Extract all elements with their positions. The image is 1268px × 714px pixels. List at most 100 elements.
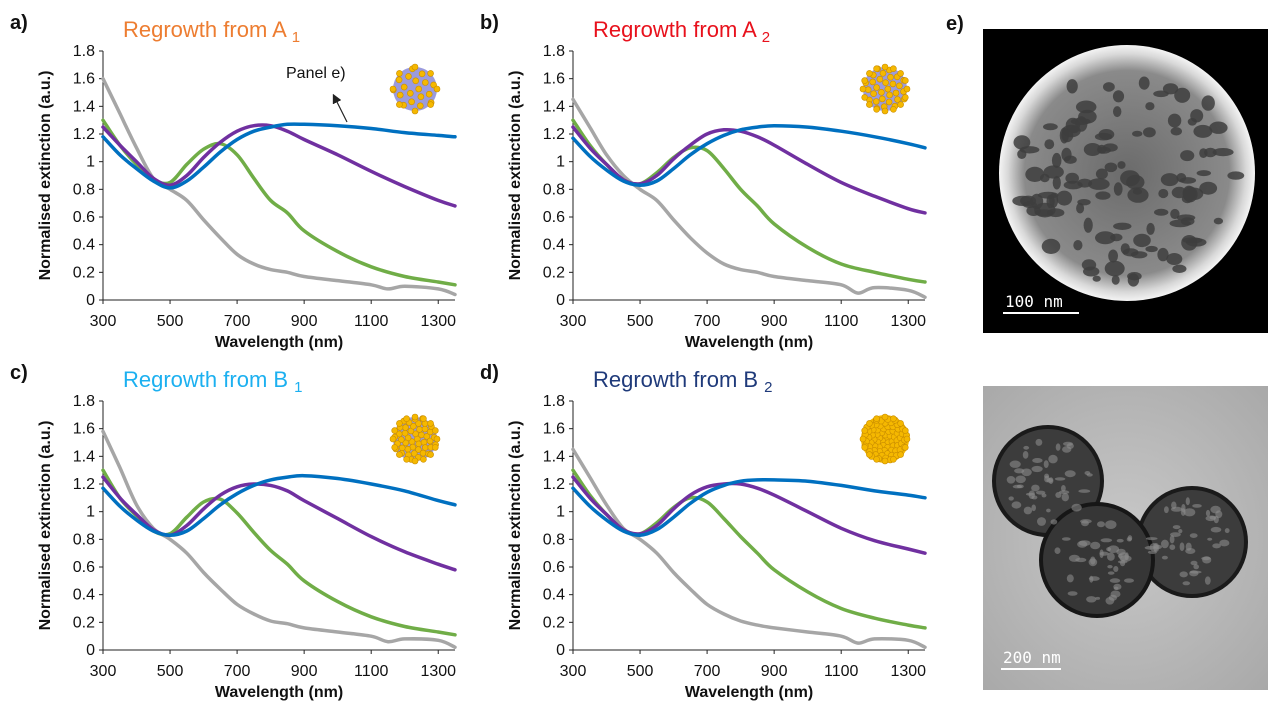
gold-seed-dot [897, 101, 904, 108]
y-tick-label: 1 [86, 154, 95, 171]
tem-texture-patch [1041, 493, 1047, 498]
tem-texture-patch [1009, 460, 1021, 468]
series-line-green [571, 468, 927, 630]
gold-seed-dot [402, 439, 410, 447]
tem-texture-patch [1204, 576, 1211, 585]
tem-texture-patch [1090, 541, 1101, 550]
gold-seed-dot [427, 101, 434, 108]
gold-seed-dot [861, 94, 869, 101]
tem-texture-patch [1023, 445, 1030, 450]
tem-texture-patch [1078, 540, 1091, 546]
gold-seed-dot [412, 77, 420, 85]
panel-title: Regrowth from A 1 [123, 17, 300, 46]
tem-texture-patch [1210, 526, 1222, 533]
particle-core [393, 67, 437, 111]
gold-seed-dot [873, 455, 880, 463]
gold-seed-dot [870, 90, 877, 97]
x-tick-label: 500 [627, 663, 654, 680]
tem-texture-patch [1086, 473, 1093, 477]
tem-texture-patch [1025, 492, 1035, 496]
sem-texture-patch [1180, 150, 1195, 162]
sem-texture-patch [1201, 95, 1215, 111]
tem-texture-patch [1212, 543, 1221, 549]
series-line-blue [101, 473, 457, 537]
sem-texture-patch [1059, 127, 1069, 144]
gold-seed-dot [873, 84, 880, 91]
series-line-grey [101, 429, 457, 649]
annotation-arrow [332, 93, 348, 123]
panel-e-letter: e) [946, 13, 964, 35]
gold-seed-dot [391, 444, 399, 451]
gold-seed-dot [427, 420, 434, 427]
y-tick-label: 1.6 [73, 421, 95, 438]
gold-seed-dot [903, 85, 911, 93]
gold-seed-dot [396, 91, 404, 99]
tem-texture-patch [1031, 465, 1043, 473]
tem-texture-patch [1126, 537, 1132, 542]
tem-texture-patch [1046, 508, 1051, 513]
x-tick-label: 1100 [824, 313, 859, 330]
nanoparticle-icon [389, 63, 441, 115]
tem-texture-patch [1124, 578, 1134, 583]
x-tick-label: 1100 [354, 313, 389, 330]
y-tick-label: 1.4 [73, 448, 95, 465]
tem-texture-patch [1224, 528, 1230, 534]
y-tick-label: 0 [556, 292, 565, 309]
y-tick-label: 0 [556, 642, 565, 659]
sem-texture-patch [1113, 182, 1123, 196]
y-tick-label: 0 [86, 292, 95, 309]
tem-texture-patch [1066, 443, 1074, 449]
tem-texture-patch [1054, 477, 1066, 481]
tem-texture-patch [1179, 571, 1188, 578]
sem-texture-patch [1103, 82, 1115, 92]
sem-texture-patch [1146, 222, 1155, 235]
gold-seed-dot [417, 93, 425, 100]
y-tick-label: 0.8 [543, 181, 565, 198]
tem-texture-patch [1179, 542, 1185, 551]
sem-texture-patch [1056, 190, 1073, 206]
sem-texture-patch [1160, 173, 1179, 187]
gold-seed-dot [420, 415, 427, 423]
x-tick-label: 500 [157, 313, 184, 330]
tem-texture-patch [1031, 504, 1036, 512]
sem-texture-patch [1171, 186, 1187, 199]
sem-texture-patch [1190, 109, 1204, 123]
tem-texture-patch [1192, 504, 1202, 508]
x-tick-label: 1300 [890, 663, 926, 680]
gold-seed-dot [395, 430, 403, 438]
y-axis-title: Normalised extinction (a.u.) [507, 421, 524, 631]
sem-texture-patch [1132, 130, 1143, 137]
tem-texture-patch [1023, 506, 1033, 515]
sem-texture-patch [1070, 118, 1091, 125]
gold-seed-dot [881, 63, 889, 71]
tem-texture-patch [1048, 477, 1054, 484]
tem-texture-patch [1172, 525, 1181, 530]
y-tick-label: 1.4 [73, 98, 95, 115]
x-tick-label: 500 [157, 663, 184, 680]
gold-seed-dot [414, 446, 422, 453]
y-tick-label: 0.2 [543, 264, 565, 281]
series-line-green [571, 118, 927, 284]
tem-texture-patch [1081, 520, 1089, 527]
gold-seed-dot [389, 85, 397, 93]
sem-texture-patch [1081, 259, 1097, 271]
y-tick-label: 0.4 [543, 237, 565, 254]
gold-seed-dot [890, 455, 897, 463]
tem-texture-patch [1035, 438, 1043, 446]
gold-seed-dot [416, 102, 424, 110]
tem-texture-patch [1075, 557, 1087, 563]
gold-seed-dot [903, 435, 911, 443]
gold-seed-dot [882, 79, 889, 86]
y-tick-label: 0.4 [543, 587, 565, 604]
series-line-blue [101, 122, 457, 190]
tem-texture-patch [1061, 485, 1066, 492]
gold-seed-dot [408, 98, 415, 106]
gold-seed-dot [411, 457, 419, 465]
y-tick-label: 0.2 [543, 614, 565, 631]
tem-texture-patch [1189, 533, 1198, 538]
tem-texture-patch [1100, 538, 1113, 543]
gold-seed-dot [403, 455, 410, 463]
y-tick-label: 0.2 [73, 264, 95, 281]
x-tick-label: 300 [90, 663, 117, 680]
gold-seed-dot [872, 98, 880, 105]
